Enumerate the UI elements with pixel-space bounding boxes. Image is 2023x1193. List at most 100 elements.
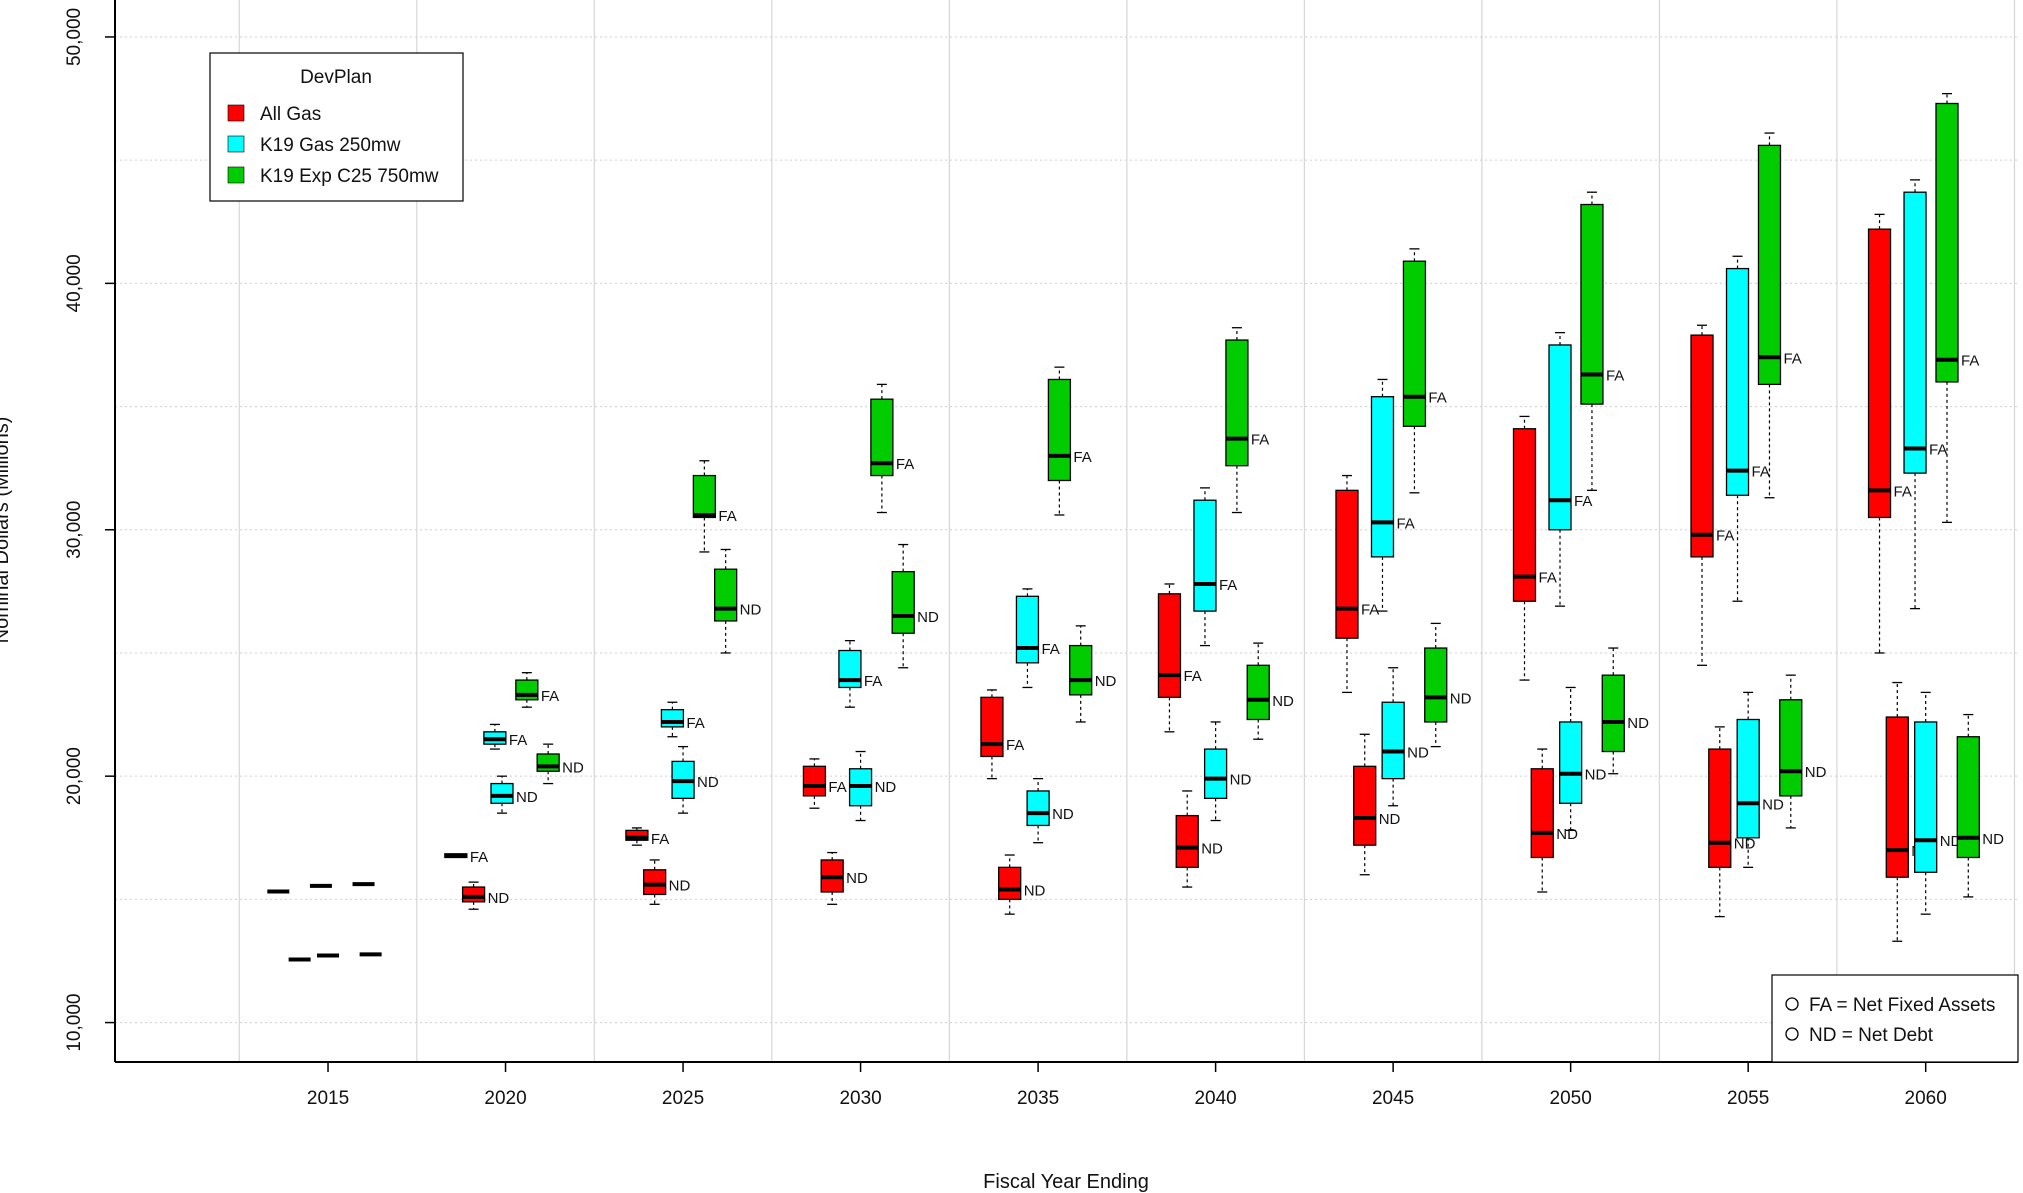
box-metric-label: FA	[1219, 577, 1237, 594]
box-metric-label: FA	[1538, 570, 1556, 587]
box-fa-k19-exp-c25-750mw: FA	[1402, 248, 1447, 494]
box-iqr	[1175, 814, 1199, 868]
axis-layer: 10,000 20,000 30,000 40,000 50,000 2015 2020 20…	[64, 0, 2018, 1109]
box-iqr	[1779, 699, 1803, 797]
box-iqr	[1381, 701, 1405, 780]
note-bullet-icon	[1785, 1027, 1799, 1041]
box-nd-all-gas: ND	[461, 881, 509, 910]
box-iqr	[1867, 228, 1892, 519]
box-iqr	[1047, 378, 1072, 482]
box-iqr	[1736, 718, 1760, 839]
box-iqr	[1402, 260, 1427, 427]
box-metric-label: FA	[1783, 350, 1801, 367]
box-fa-all-gas: FA	[1690, 324, 1734, 666]
y-tick-label: 20,000	[64, 747, 85, 805]
box-iqr	[1353, 765, 1377, 846]
box-metric-label: FA	[651, 831, 669, 848]
box-nd-all-gas: ND	[1530, 748, 1578, 893]
note-frame	[1771, 974, 2019, 1063]
legend-entries: All Gas K19 Gas 250mw K19 Exp C25 750mw	[227, 104, 439, 187]
box-layer: FA ND FA ND FA ND FA ND FA ND FA ND FA ND FA ND FA ND FA ND…	[267, 92, 2004, 962]
box-metric-label: ND	[1052, 806, 1074, 823]
box-iqr	[643, 869, 667, 896]
box-nd-k19-gas-250mw: ND	[1381, 667, 1429, 807]
box-fa-k19-gas-250mw: FA	[1370, 378, 1415, 612]
box-iqr	[1725, 267, 1750, 496]
box-iqr	[461, 886, 486, 903]
note-entries: FA = Net Fixed Assets ND = Net Debt	[1785, 995, 1995, 1046]
box-nd-k19-gas-250mw: ND	[490, 775, 538, 814]
box-metric-label: FA	[1073, 449, 1091, 466]
box-metric-label: ND	[1095, 673, 1117, 690]
box-fa-all-gas: FA	[1335, 474, 1379, 694]
box-metric-label: ND	[1201, 841, 1223, 858]
box-fa-k19-exp-c25-750mw: FA	[1047, 366, 1092, 516]
box-iqr	[1580, 203, 1604, 405]
legend-label: All Gas	[260, 104, 321, 125]
box-metric-label: FA	[864, 673, 882, 690]
box-metric-label: FA	[1752, 464, 1770, 481]
box-fa-k19-exp-c25-750mw: FA	[1225, 327, 1269, 514]
box-metric-label: FA	[1716, 528, 1734, 545]
box-metric-label: FA	[509, 732, 527, 749]
box-metric-label: ND	[562, 759, 584, 776]
box-nd-k19-exp-c25-750mw: ND	[1601, 647, 1649, 775]
box-nd-all-gas: ND	[643, 859, 691, 905]
box-metric-label: FA	[1929, 441, 1947, 458]
box-iqr	[1757, 144, 1782, 386]
box-fa-all-gas: FA	[1867, 213, 1912, 654]
box-iqr	[1157, 593, 1182, 698]
box-nd-k19-exp-c25-750mw: ND	[1779, 674, 1827, 829]
box-nd-k19-exp-c25-750mw: ND	[891, 543, 939, 669]
x-tick-label: 2035	[1017, 1088, 1059, 1109]
box-metric-label: ND	[1450, 690, 1472, 707]
abbreviation-note: FA = Net Fixed Assets ND = Net Debt	[1771, 974, 2019, 1063]
box-metric-label: ND	[1762, 796, 1784, 813]
box-metric-label: FA	[1183, 668, 1201, 685]
x-tick-label: 2060	[1905, 1088, 1947, 1109]
x-tick-label: 2025	[662, 1088, 704, 1109]
box-fa-all-gas: FA	[980, 689, 1024, 780]
box-metric-label: FA	[718, 508, 736, 525]
box-metric-label: FA	[1574, 493, 1592, 510]
y-axis-title: Nominal Dollars (Millions)	[0, 417, 13, 644]
legend-frame	[209, 52, 464, 202]
x-tick-label: 2050	[1550, 1088, 1592, 1109]
box-fa-k19-gas-250mw: FA	[1725, 255, 1770, 602]
box-iqr	[1512, 428, 1537, 602]
legend-swatch	[227, 166, 245, 184]
box-metric-label: FA	[1251, 432, 1269, 449]
box-nd-k19-gas-250mw: ND	[671, 745, 719, 814]
box-metric-label: FA	[896, 456, 914, 473]
box-fa-k19-gas-250mw: FA	[660, 701, 705, 738]
box-metric-label: FA	[1361, 602, 1379, 619]
box-nd-k19-gas-250mw: ND	[1736, 691, 1784, 868]
x-axis-title: Fiscal Year Ending	[983, 1171, 1149, 1193]
grid-layer	[115, 0, 2018, 1062]
box-iqr	[1203, 748, 1228, 799]
box-metric-label: FA	[470, 849, 488, 866]
x-tick-label: 2020	[484, 1088, 526, 1109]
box-metric-label: FA	[1961, 353, 1979, 370]
y-tick-label: 30,000	[64, 501, 85, 559]
box-nd-k19-gas-250mw: ND	[848, 750, 896, 822]
box-fa-k19-gas-250mw: FA	[1015, 588, 1060, 689]
box-metric-label: ND	[1982, 831, 2004, 848]
box-fa-k19-exp-c25-750mw: FA	[1935, 92, 1979, 524]
box-metric-label: ND	[669, 878, 691, 895]
legend-label: K19 Exp C25 750mw	[260, 166, 439, 187]
y-tick-label: 40,000	[64, 254, 85, 312]
box-metric-label: FA	[541, 688, 559, 705]
box-metric-label: FA	[1428, 390, 1446, 407]
box-iqr	[660, 708, 685, 728]
box-iqr	[692, 474, 717, 519]
box-nd-k19-gas-250mw: ND	[1026, 777, 1074, 844]
box-nd-all-gas: ND	[1885, 681, 1933, 942]
box-nd-k19-exp-c25-750mw: ND	[714, 548, 761, 654]
box-iqr	[1559, 721, 1583, 804]
note-bullet-icon	[1785, 997, 1799, 1011]
box-nd-k19-gas-250mw: ND	[1559, 686, 1606, 832]
box-iqr	[980, 696, 1004, 758]
legend-label: K19 Gas 250mw	[260, 135, 401, 156]
